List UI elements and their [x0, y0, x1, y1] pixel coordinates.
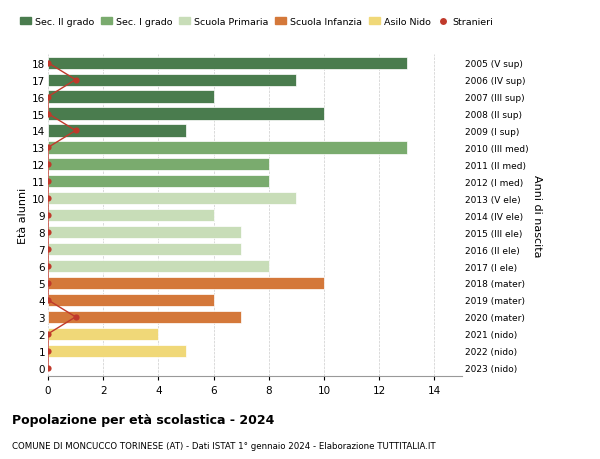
Point	[43, 212, 53, 219]
Point	[43, 364, 53, 372]
Bar	[48, 277, 324, 290]
Point	[43, 263, 53, 270]
Bar	[48, 243, 241, 256]
Bar	[48, 57, 407, 70]
Y-axis label: Età alunni: Età alunni	[18, 188, 28, 244]
Point	[43, 246, 53, 253]
Bar	[48, 294, 214, 306]
Bar	[48, 193, 296, 205]
Bar	[48, 142, 407, 154]
Bar	[48, 176, 269, 188]
Point	[43, 145, 53, 152]
Point	[71, 313, 80, 321]
Point	[43, 297, 53, 304]
Bar	[48, 328, 158, 340]
Bar	[48, 260, 269, 273]
Point	[71, 77, 80, 84]
Bar	[48, 159, 269, 171]
Bar	[48, 345, 186, 357]
Bar	[48, 210, 214, 222]
Point	[71, 128, 80, 135]
Point	[43, 330, 53, 338]
Point	[43, 347, 53, 355]
Bar	[48, 74, 296, 87]
Bar	[48, 91, 214, 103]
Legend: Sec. II grado, Sec. I grado, Scuola Primaria, Scuola Infanzia, Asilo Nido, Stran: Sec. II grado, Sec. I grado, Scuola Prim…	[20, 18, 493, 27]
Bar	[48, 311, 241, 323]
Point	[43, 111, 53, 118]
Y-axis label: Anni di nascita: Anni di nascita	[532, 174, 542, 257]
Point	[43, 280, 53, 287]
Point	[43, 195, 53, 202]
Bar	[48, 108, 324, 120]
Text: Popolazione per età scolastica - 2024: Popolazione per età scolastica - 2024	[12, 413, 274, 426]
Text: COMUNE DI MONCUCCO TORINESE (AT) - Dati ISTAT 1° gennaio 2024 - Elaborazione TUT: COMUNE DI MONCUCCO TORINESE (AT) - Dati …	[12, 441, 436, 450]
Point	[43, 94, 53, 101]
Point	[43, 229, 53, 236]
Point	[43, 178, 53, 185]
Bar	[48, 227, 241, 239]
Point	[43, 60, 53, 67]
Point	[43, 161, 53, 168]
Bar	[48, 125, 186, 137]
